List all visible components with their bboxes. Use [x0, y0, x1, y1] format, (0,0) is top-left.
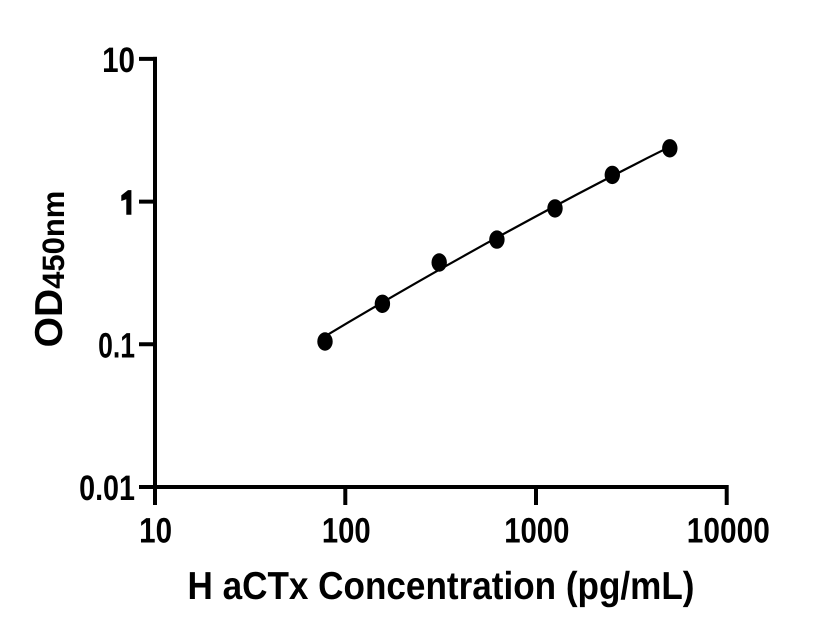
- svg-text:0.1: 0.1: [98, 325, 135, 365]
- svg-text:10: 10: [102, 40, 135, 80]
- svg-text:1000: 1000: [504, 510, 569, 550]
- svg-text:100: 100: [322, 510, 371, 550]
- svg-text:H aCTx Concentration (pg/mL): H aCTx Concentration (pg/mL): [188, 565, 695, 608]
- svg-text:10: 10: [139, 510, 172, 550]
- svg-text:10000: 10000: [687, 510, 770, 550]
- svg-text:0.01: 0.01: [79, 468, 135, 508]
- svg-text:OD450nm: OD450nm: [28, 191, 71, 348]
